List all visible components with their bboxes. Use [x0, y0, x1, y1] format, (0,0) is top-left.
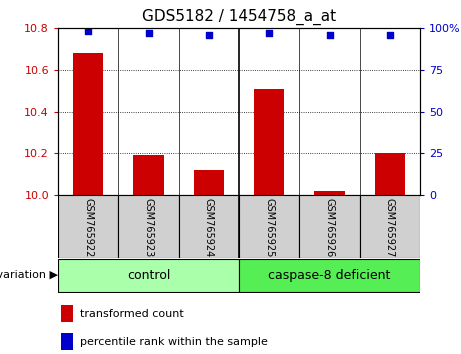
- Text: caspase-8 deficient: caspase-8 deficient: [268, 269, 390, 282]
- Text: GSM765922: GSM765922: [83, 198, 93, 257]
- Bar: [61, 305, 73, 322]
- Title: GDS5182 / 1454758_a_at: GDS5182 / 1454758_a_at: [142, 9, 336, 25]
- Point: [205, 32, 213, 38]
- Point: [266, 30, 273, 36]
- FancyBboxPatch shape: [299, 195, 360, 258]
- Text: transformed count: transformed count: [79, 309, 183, 319]
- FancyBboxPatch shape: [58, 195, 118, 258]
- Bar: [61, 333, 73, 350]
- Point: [326, 32, 333, 38]
- FancyBboxPatch shape: [239, 195, 299, 258]
- Text: control: control: [127, 269, 170, 282]
- Text: percentile rank within the sample: percentile rank within the sample: [79, 337, 267, 347]
- Bar: [133, 155, 164, 195]
- Point: [84, 29, 92, 34]
- FancyBboxPatch shape: [239, 259, 420, 292]
- Bar: [375, 153, 405, 195]
- FancyBboxPatch shape: [360, 195, 420, 258]
- Point: [145, 30, 152, 36]
- FancyBboxPatch shape: [179, 195, 239, 258]
- Text: GSM765925: GSM765925: [264, 198, 274, 257]
- Bar: [73, 53, 103, 195]
- Text: GSM765927: GSM765927: [385, 198, 395, 257]
- Bar: [314, 191, 344, 195]
- Text: GSM765923: GSM765923: [143, 198, 154, 257]
- FancyBboxPatch shape: [118, 195, 179, 258]
- Bar: [194, 170, 224, 195]
- FancyBboxPatch shape: [58, 259, 239, 292]
- Text: GSM765926: GSM765926: [325, 198, 335, 257]
- Point: [386, 32, 394, 38]
- Text: GSM765924: GSM765924: [204, 198, 214, 257]
- Bar: [254, 88, 284, 195]
- Text: genotype/variation ▶: genotype/variation ▶: [0, 270, 58, 280]
